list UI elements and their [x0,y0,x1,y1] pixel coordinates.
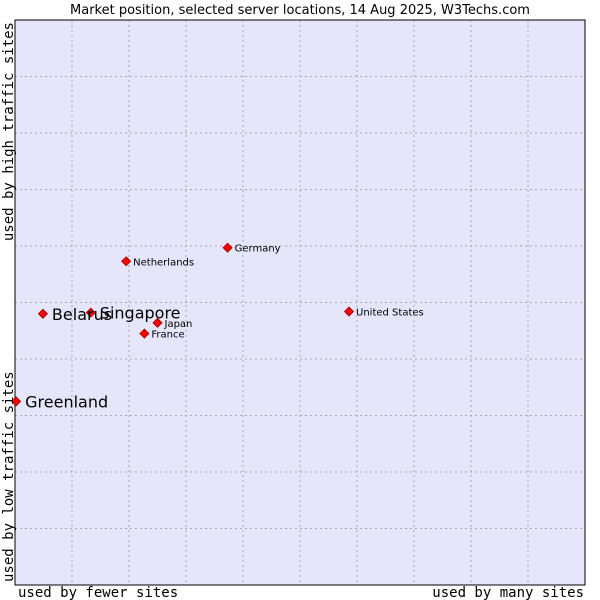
data-point-netherlands [121,256,132,267]
point-label-united-states: United States [356,308,424,319]
chart-title: Market position, selected server locatio… [70,3,530,18]
point-label-belarus: Belarus [52,305,112,324]
x-axis-low-label: used by fewer sites [18,585,178,600]
y-axis-low-label: used by low traffic sites [1,371,17,582]
plot-border [14,19,586,586]
point-label-singapore: Singapore [100,304,181,323]
x-axis-high-label: used by many sites [432,585,584,600]
grid-lines [15,20,585,585]
data-point-france [139,328,150,339]
data-point-greenland [11,396,22,407]
y-axis-high-label: used by high traffic sites [1,22,17,241]
data-points [11,242,355,407]
data-point-singapore [85,307,96,318]
point-label-germany: Germany [235,244,281,255]
point-label-japan: Japan [164,319,193,330]
data-point-germany [222,242,233,253]
data-point-japan [152,317,163,328]
point-label-france: France [151,330,184,341]
data-point-united-states [343,306,355,317]
point-label-greenland: Greenland [25,392,108,411]
data-point-belarus [37,308,48,319]
point-label-netherlands: Netherlands [133,257,194,268]
